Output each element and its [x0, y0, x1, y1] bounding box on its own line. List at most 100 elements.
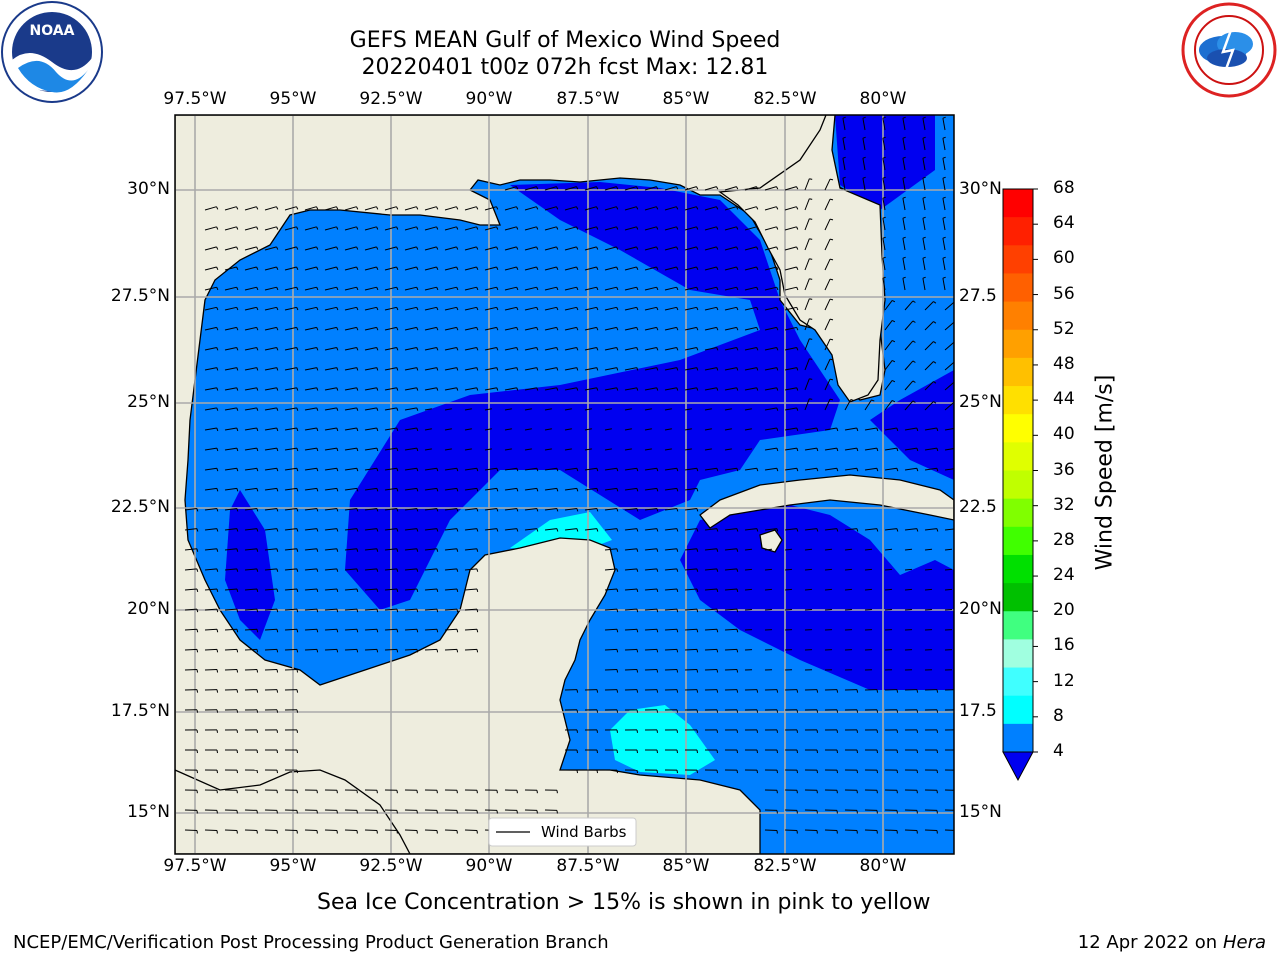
wind-barb: [364, 467, 379, 472]
wind-barb: [264, 608, 279, 613]
wind-barb: [444, 387, 459, 391]
wind-barb: [184, 689, 199, 693]
wind-barb: [764, 306, 779, 311]
wind-barb: [424, 448, 432, 451]
wind-barb: [384, 508, 399, 512]
wind-barb: [664, 669, 679, 673]
wind-barb: [264, 447, 279, 452]
wind-barb: [945, 749, 954, 751]
wind-barb: [584, 689, 599, 693]
wind-barb: [204, 326, 219, 331]
wind-barb: [844, 528, 859, 532]
nws-logo: [1181, 2, 1277, 98]
wind-barb: [784, 266, 799, 271]
wind-barb: [864, 789, 878, 794]
wind-barb: [604, 689, 619, 693]
wind-barb: [844, 709, 859, 713]
wind-barb: [724, 387, 739, 391]
wind-barb: [304, 528, 319, 532]
wind-barb: [664, 448, 672, 451]
wind-barb: [384, 548, 399, 552]
wind-barb: [764, 407, 779, 411]
wind-barb: [842, 136, 846, 151]
wind-barb: [284, 648, 299, 653]
wind-barb: [744, 226, 759, 231]
wind-barb: [624, 528, 639, 532]
wind-barb: [724, 467, 739, 472]
wind-barb: [224, 568, 239, 572]
wind-barb: [604, 448, 612, 451]
wind-barb: [644, 347, 659, 351]
wind-barb: [244, 648, 259, 653]
wind-barb: [624, 347, 639, 351]
wind-barb: [624, 186, 639, 191]
wind-barb: [364, 648, 379, 653]
wind-barb: [524, 809, 538, 814]
wind-barb: [264, 729, 278, 733]
colorbar-segment: [1003, 554, 1033, 584]
wind-barb: [884, 568, 893, 571]
colorbar-tick-label: 32: [1053, 494, 1075, 515]
wind-barb: [364, 548, 379, 552]
wind-barb: [344, 427, 359, 432]
wind-barb: [664, 548, 679, 552]
wind-barb: [204, 608, 219, 613]
wind-barb: [784, 306, 799, 311]
wind-barb: [724, 246, 739, 251]
wind-barb: [584, 286, 599, 291]
wind-barb: [204, 729, 218, 733]
wind-barb: [244, 689, 259, 693]
colorbar-segment: [1003, 357, 1033, 387]
wind-barb: [264, 528, 279, 532]
wind-barb: [664, 588, 679, 593]
wind-barb: [764, 447, 779, 452]
wind-barb: [724, 729, 738, 733]
wind-barb: [644, 608, 659, 613]
wind-barb: [244, 769, 258, 774]
wind-barb: [504, 448, 512, 451]
wind-barb: [844, 427, 859, 432]
colorbar-segment: [1003, 611, 1033, 640]
wind-barb: [264, 387, 279, 391]
wind-barb: [484, 306, 499, 311]
wind-barb: [664, 186, 679, 191]
wind-barb: [524, 347, 539, 351]
wind-barb: [744, 186, 759, 191]
wind-barb: [644, 528, 659, 532]
colorbar-segment: [1003, 526, 1033, 556]
wind-barb: [764, 326, 779, 331]
wind-barb: [604, 347, 619, 351]
wind-barb: [524, 367, 539, 371]
wind-barb: [644, 548, 659, 552]
wind-barb: [404, 568, 419, 572]
wind-barb: [304, 588, 319, 593]
wind-barb: [684, 769, 698, 774]
wind-barb: [464, 428, 472, 431]
wind-barb: [384, 528, 399, 532]
wind-barb: [284, 487, 299, 492]
wind-barb: [824, 588, 833, 591]
wind-barb: [544, 347, 559, 351]
wind-barb: [684, 186, 699, 191]
wind-barb: [464, 347, 479, 351]
wind-barb: [284, 427, 299, 432]
wind-barb: [544, 326, 559, 331]
wind-barb: [324, 789, 338, 794]
wind-barb: [464, 568, 479, 572]
wind-barb: [725, 749, 738, 754]
wind-barb: [864, 399, 875, 411]
wind-barb: [384, 568, 399, 572]
wind-barb: [844, 769, 858, 774]
wind-barb: [684, 548, 699, 552]
wind-barb: [944, 528, 954, 531]
wind-barb: [882, 116, 886, 131]
wind-barb: [944, 689, 954, 691]
wind-barb: [444, 226, 459, 231]
wind-barb: [585, 749, 598, 754]
wind-barb: [384, 467, 399, 472]
wind-barb: [404, 206, 419, 211]
wind-barb: [504, 306, 519, 311]
wind-barb: [764, 206, 779, 211]
wind-barb: [464, 226, 479, 231]
